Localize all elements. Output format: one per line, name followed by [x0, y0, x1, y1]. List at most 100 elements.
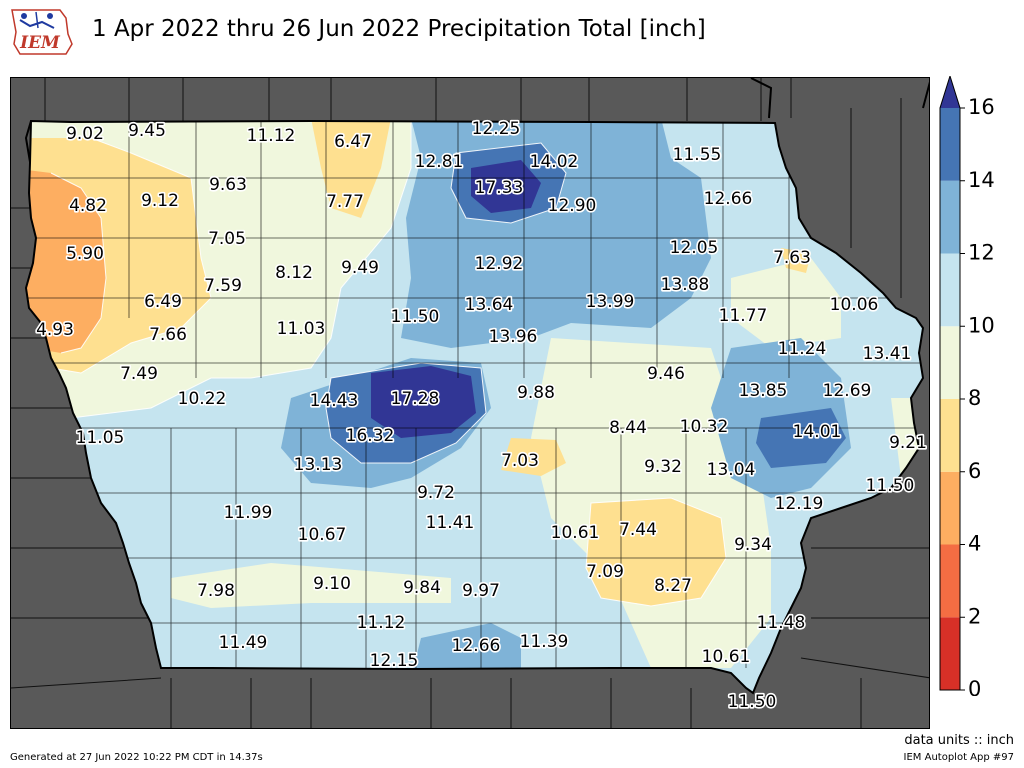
value-labels: 9.02 9.45 11.12 6.47 12.25 12.81 14.02 11.55 17.…	[34, 117, 928, 713]
precip-value-label: 8.27	[654, 576, 692, 596]
precip-value-label: 10.67	[298, 525, 347, 545]
colorbar-segment	[940, 471, 960, 545]
precip-map: 9.02 9.45 11.12 6.47 12.25 12.81 14.02 11.55 17.…	[10, 77, 930, 729]
precip-value-label: 12.15	[370, 651, 419, 671]
colorbar-tick-label: 10	[968, 313, 995, 337]
precip-value-label: 11.41	[426, 513, 475, 533]
precip-value-label: 9.46	[647, 364, 685, 384]
app-credit: IEM Autoplot App #97	[903, 752, 1014, 763]
precip-value-label: 10.22	[178, 389, 227, 409]
colorbar: 0 2 4 6 8 10 12 14 16	[939, 76, 995, 696]
precip-value-label: 13.64	[465, 295, 514, 315]
logo-text: IEM	[19, 33, 61, 53]
precip-value-label: 11.12	[357, 613, 406, 633]
precip-value-label: 11.77	[719, 306, 768, 326]
precip-value-label: 10.06	[830, 295, 879, 315]
precip-value-label: 7.77	[326, 192, 364, 212]
colorbar-segment	[940, 180, 960, 254]
precip-value-label: 13.85	[739, 381, 788, 401]
colorbar-segment	[940, 544, 960, 618]
precip-value-label: 9.72	[417, 483, 455, 503]
precip-value-label: 10.61	[702, 647, 751, 667]
precip-value-label: 11.50	[866, 476, 915, 496]
precip-value-label: 11.05	[76, 428, 125, 448]
precip-value-label: 14.43	[310, 391, 359, 411]
colorbar-segment	[940, 253, 960, 327]
precip-value-label: 11.48	[757, 613, 806, 633]
contour-fills	[26, 121, 923, 693]
precip-value-label: 11.24	[778, 339, 827, 359]
colorbar-ticks: 0 2 4 6 8 10 12 14 16	[960, 95, 995, 696]
precip-value-label: 6.47	[334, 132, 372, 152]
precip-value-label: 9.02	[66, 124, 104, 144]
precip-value-label: 13.13	[294, 455, 343, 475]
precip-value-label: 4.93	[36, 320, 74, 340]
precip-value-label: 13.96	[489, 327, 538, 347]
iem-logo: IEM	[11, 9, 73, 55]
precip-value-label: 12.66	[704, 189, 753, 209]
data-units-note: data units :: inch	[904, 733, 1014, 748]
precip-value-label: 7.03	[501, 451, 539, 471]
precip-value-label: 9.45	[128, 121, 166, 141]
precip-value-label: 9.88	[517, 383, 555, 403]
colorbar-segment	[940, 108, 960, 181]
precip-value-label: 7.49	[120, 364, 158, 384]
precip-value-label: 11.12	[247, 126, 296, 146]
county-boundaries	[26, 121, 923, 668]
precip-value-label: 13.88	[661, 275, 710, 295]
colorbar-tick-label: 12	[968, 241, 995, 265]
precip-value-label: 13.04	[707, 460, 756, 480]
precip-value-label: 9.32	[644, 457, 682, 477]
precip-value-label: 9.49	[341, 258, 379, 278]
precip-value-label: 7.09	[586, 562, 624, 582]
precip-value-label: 7.63	[773, 248, 811, 268]
precip-value-label: 8.44	[609, 418, 647, 438]
precip-value-label: 11.99	[224, 503, 273, 523]
precip-value-label: 10.61	[551, 523, 600, 543]
precip-value-label: 11.50	[391, 307, 440, 327]
colorbar-tick-label: 14	[968, 168, 995, 192]
precip-value-label: 5.90	[66, 244, 104, 264]
precip-value-label: 12.69	[823, 381, 872, 401]
precip-value-label: 7.44	[619, 520, 657, 540]
precip-value-label: 12.05	[670, 238, 719, 258]
precip-value-label: 11.50	[728, 692, 777, 712]
precip-value-label: 13.99	[586, 292, 635, 312]
precip-value-label: 11.55	[673, 145, 722, 165]
colorbar-segment	[940, 399, 960, 472]
precip-value-label: 9.10	[313, 574, 351, 594]
precip-value-label: 17.33	[475, 178, 524, 198]
precip-value-label: 9.12	[141, 191, 179, 211]
precip-value-label: 12.92	[475, 254, 524, 274]
generated-timestamp: Generated at 27 Jun 2022 10:22 PM CDT in…	[10, 752, 263, 763]
precip-value-label: 9.34	[734, 535, 772, 555]
precip-value-label: 8.12	[275, 263, 313, 283]
colorbar-tick-label: 0	[968, 677, 981, 696]
precip-value-label: 9.63	[209, 175, 247, 195]
colorbar-tick-label: 16	[968, 95, 995, 119]
colorbar-extend-arrow	[940, 76, 960, 108]
precip-value-label: 11.03	[277, 319, 326, 339]
precip-value-label: 4.82	[69, 196, 107, 216]
precip-value-label: 14.02	[530, 152, 579, 172]
precip-value-label: 16.32	[346, 426, 395, 446]
precip-value-label: 10.32	[680, 417, 729, 437]
precip-value-label: 6.49	[144, 292, 182, 312]
precip-value-label: 12.81	[415, 152, 464, 172]
precip-value-label: 12.19	[775, 494, 824, 514]
precip-value-label: 7.05	[208, 229, 246, 249]
precip-value-label: 12.90	[548, 196, 597, 216]
page-title: 1 Apr 2022 thru 26 Jun 2022 Precipitatio…	[92, 16, 706, 42]
precip-value-label: 17.28	[391, 389, 440, 409]
colorbar-tick-label: 6	[968, 459, 981, 483]
neighbor-county-lines	[11, 78, 929, 728]
precip-value-label: 14.01	[793, 422, 842, 442]
iowa-outline	[24, 119, 925, 695]
precip-value-label: 9.21	[889, 433, 927, 453]
map-canvas: 9.02 9.45 11.12 6.47 12.25 12.81 14.02 11.55 17.…	[11, 78, 929, 728]
precip-value-label: 13.41	[863, 344, 912, 364]
colorbar-tick-label: 2	[968, 604, 981, 628]
colorbar-segment	[940, 617, 960, 690]
colorbar-segments	[939, 76, 961, 691]
colorbar-segment	[940, 326, 960, 399]
